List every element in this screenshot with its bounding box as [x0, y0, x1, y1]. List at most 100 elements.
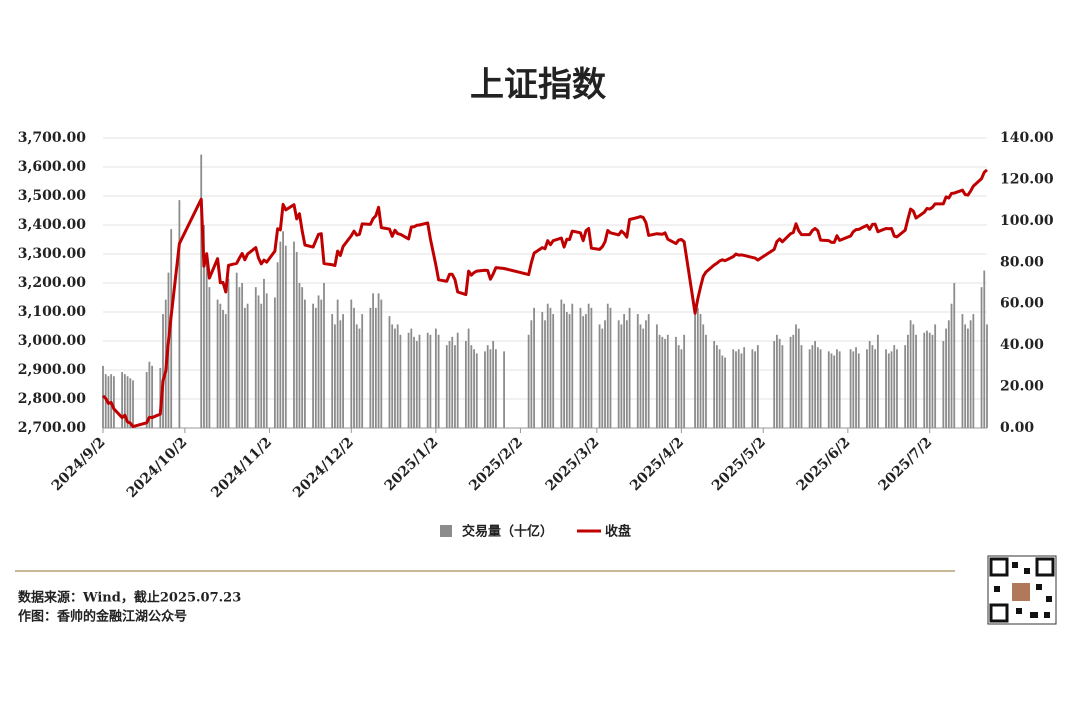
legend-swatch [440, 525, 452, 537]
volume-bar [642, 328, 645, 428]
legend-label: 交易量（十亿） [462, 524, 553, 540]
volume-bar [339, 320, 342, 428]
y2-tick-label: 0.00 [1000, 420, 1034, 436]
y2-tick-label: 20.00 [1000, 379, 1044, 395]
volume-bar [677, 345, 680, 428]
volume-bar [178, 200, 181, 428]
volume-bar [454, 345, 456, 428]
volume-bar [563, 303, 565, 428]
volume-bar [571, 303, 574, 428]
volume-bar [203, 225, 205, 428]
volume-bar [434, 328, 437, 428]
volume-bar [874, 349, 877, 428]
volume-bar [388, 316, 391, 428]
volume-bar [350, 299, 353, 428]
volume-bar [628, 307, 631, 428]
volume-bar [227, 278, 230, 428]
volume-bar [413, 336, 415, 428]
volume-bar [200, 154, 203, 429]
volume-bar [445, 345, 448, 428]
volume-bar [336, 299, 339, 428]
volume-bar [773, 341, 776, 428]
y2-tick-label: 60.00 [1000, 296, 1044, 312]
volume-bar [795, 324, 797, 428]
volume-bar [126, 376, 129, 428]
volume-bar [415, 341, 418, 428]
volume-bar [928, 332, 931, 428]
volume-bar [304, 299, 306, 428]
volume-bar [489, 349, 492, 428]
volume-bar [906, 334, 909, 428]
volume-bar [317, 295, 320, 428]
volume-bar [754, 351, 756, 428]
volume-bar [377, 293, 380, 428]
volume-bar [625, 320, 628, 428]
volume-bar [391, 324, 394, 428]
volume-bar [260, 303, 263, 428]
volume-bar [816, 347, 819, 428]
chart-title: 上证指数 [470, 65, 606, 105]
volume-bar [224, 314, 227, 428]
volume-bar [552, 314, 555, 428]
y-tick-label: 3,100.00 [18, 304, 86, 320]
volume-bar [724, 357, 726, 428]
volume-bar [355, 324, 358, 428]
volume-bar [598, 324, 601, 428]
y-tick-label: 2,700.00 [18, 420, 86, 436]
volume-bar [852, 351, 855, 428]
volume-bar [830, 353, 833, 428]
volume-bar [778, 338, 781, 428]
volume-bar [623, 314, 626, 428]
volume-bar [609, 307, 612, 428]
volume-bar [972, 314, 975, 428]
x-tick-label: 2025/6/2 [794, 434, 854, 494]
volume-bar [590, 307, 593, 428]
volume-bar [533, 307, 535, 428]
volume-bar [909, 320, 912, 428]
volume-bar [639, 324, 642, 428]
volume-bar [876, 334, 879, 428]
x-tick-label: 2025/4/2 [627, 434, 687, 494]
volume-bar [418, 334, 421, 428]
volume-bar [838, 351, 841, 428]
y2-tick-label: 40.00 [1000, 337, 1044, 353]
x-tick-label: 2025/2/2 [466, 434, 526, 494]
author: 作图：香帅的金融江湖公众号 [18, 609, 187, 625]
volume-bar [833, 355, 836, 428]
volume-bar [494, 349, 497, 428]
volume-bar [282, 231, 284, 428]
y-tick-label: 3,700.00 [18, 130, 86, 146]
volume-bar [887, 353, 890, 428]
volume-bar [246, 303, 249, 428]
volume-bar [855, 347, 857, 428]
volume-bar [437, 334, 440, 428]
volume-bar [792, 334, 795, 428]
volume-bar [983, 270, 986, 428]
volume-bar [464, 341, 467, 428]
volume-bar [284, 245, 287, 428]
volume-bar [808, 349, 811, 428]
volume-bar [429, 334, 432, 428]
volume-bar [503, 351, 505, 428]
volume-bar [216, 299, 219, 428]
volume-bar [715, 345, 718, 428]
volume-bar [702, 324, 705, 428]
volume-bar [263, 278, 265, 428]
volume-bar [645, 320, 647, 428]
volume-bar [279, 241, 282, 428]
volume-bar [470, 345, 473, 428]
volume-bar [323, 283, 325, 428]
volume-bar [132, 380, 134, 428]
volume-bar [735, 351, 737, 428]
volume-bar [162, 314, 164, 428]
volume-bar [265, 293, 268, 428]
volume-bar [582, 316, 585, 428]
volume-bar [797, 328, 800, 428]
volume-bar [372, 293, 375, 428]
y-tick-label: 3,200.00 [18, 275, 86, 291]
volume-bar [904, 345, 907, 428]
volume-bar [912, 324, 915, 428]
volume-bar [320, 299, 323, 428]
